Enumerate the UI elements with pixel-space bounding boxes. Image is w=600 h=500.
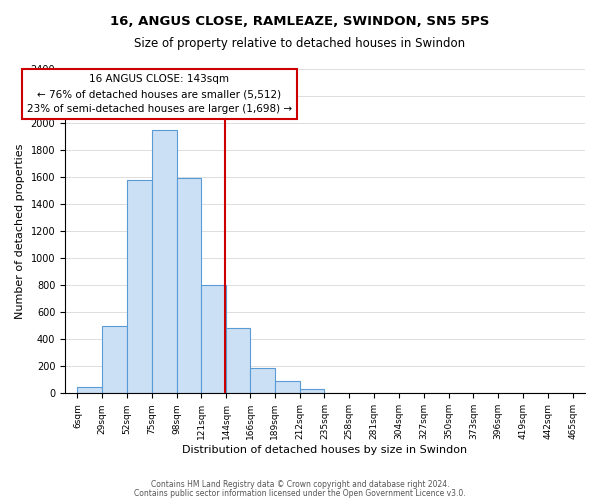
Text: Contains HM Land Registry data © Crown copyright and database right 2024.: Contains HM Land Registry data © Crown c… — [151, 480, 449, 489]
Text: Contains public sector information licensed under the Open Government Licence v3: Contains public sector information licen… — [134, 490, 466, 498]
Text: 16, ANGUS CLOSE, RAMLEAZE, SWINDON, SN5 5PS: 16, ANGUS CLOSE, RAMLEAZE, SWINDON, SN5 … — [110, 15, 490, 28]
Bar — [202, 285, 226, 394]
Text: Size of property relative to detached houses in Swindon: Size of property relative to detached ho… — [134, 38, 466, 51]
Y-axis label: Number of detached properties: Number of detached properties — [15, 144, 25, 319]
Bar — [102, 326, 127, 394]
Bar — [250, 368, 275, 394]
X-axis label: Distribution of detached houses by size in Swindon: Distribution of detached houses by size … — [182, 445, 467, 455]
Bar — [299, 390, 325, 394]
Bar — [275, 381, 299, 394]
Bar — [77, 386, 102, 394]
Bar — [127, 180, 152, 394]
Text: 16 ANGUS CLOSE: 143sqm
← 76% of detached houses are smaller (5,512)
23% of semi-: 16 ANGUS CLOSE: 143sqm ← 76% of detached… — [27, 74, 292, 114]
Bar — [176, 178, 202, 394]
Bar — [152, 130, 176, 394]
Bar — [226, 328, 250, 394]
